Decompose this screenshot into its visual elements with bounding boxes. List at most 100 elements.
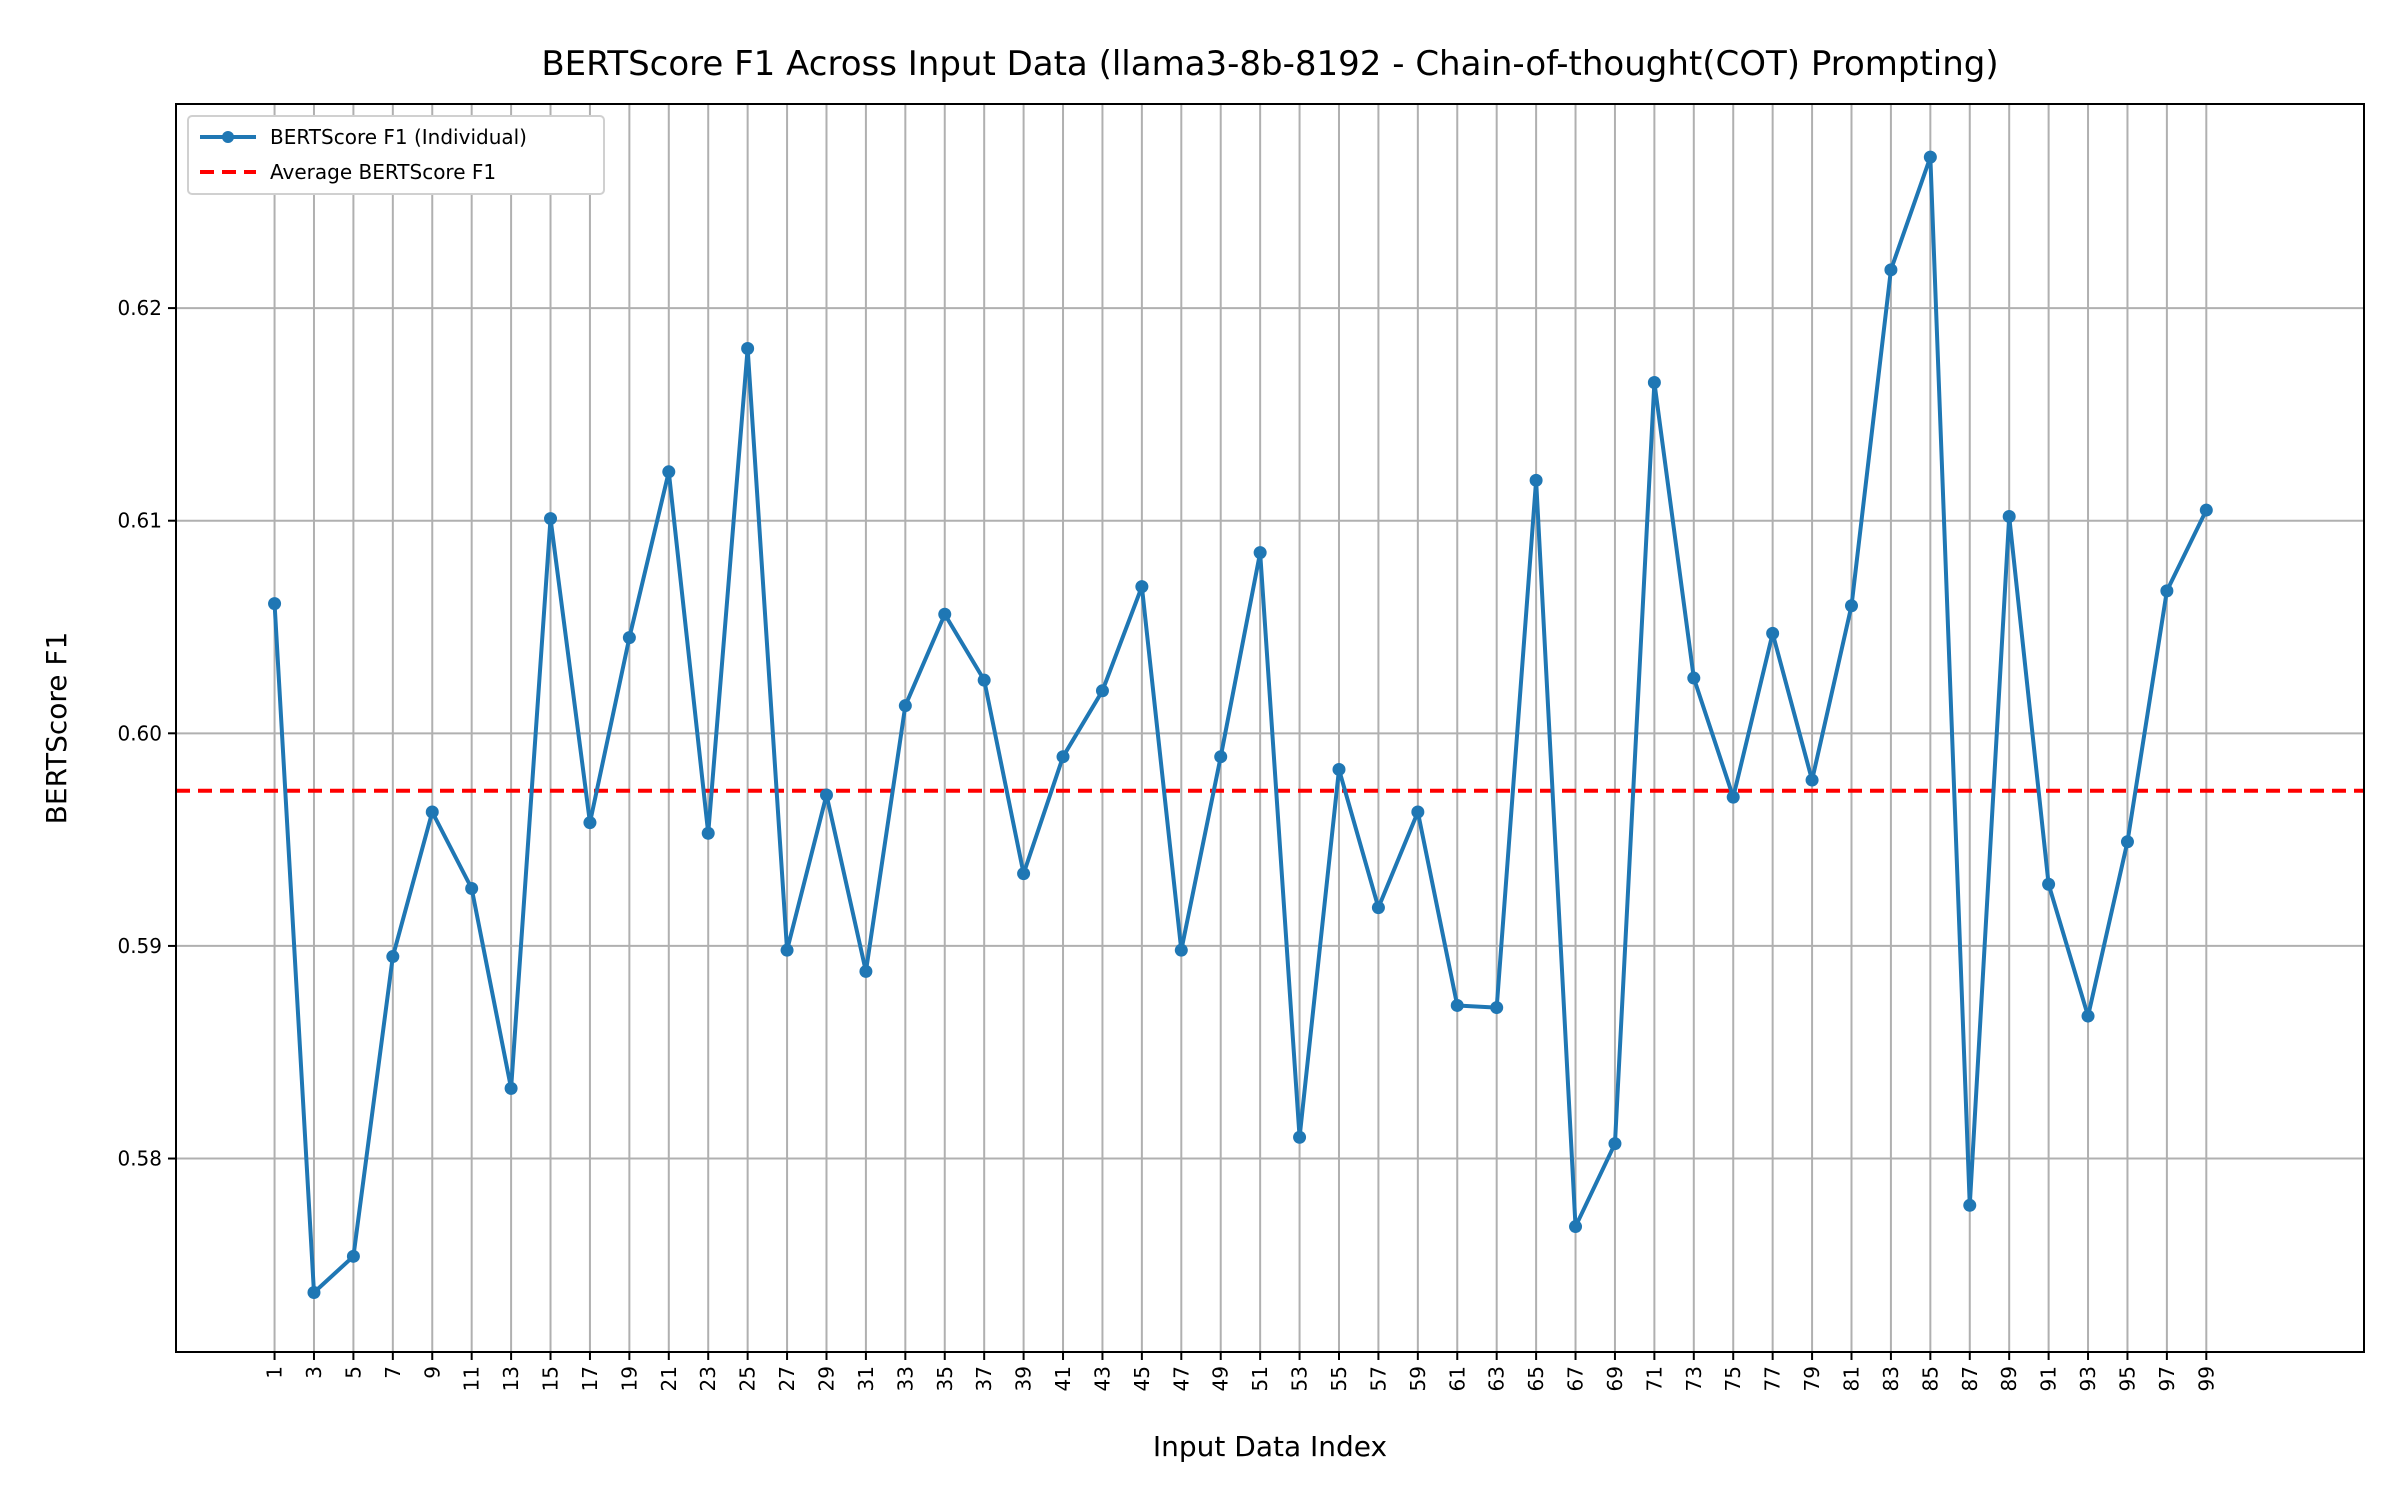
x-tick-label: 91 [2037, 1366, 2061, 1391]
x-tick-label: 95 [2115, 1366, 2139, 1391]
x-tick-label: 55 [1327, 1366, 1351, 1391]
x-tick-label: 57 [1366, 1366, 1390, 1391]
x-tick-label: 39 [1012, 1366, 1036, 1391]
data-point [1569, 1220, 1583, 1234]
x-tick-label: 15 [539, 1366, 563, 1391]
data-point [583, 816, 597, 830]
x-tick-label: 27 [775, 1366, 799, 1391]
data-point [544, 512, 558, 526]
legend: BERTScore F1 (Individual) Average BERTSc… [187, 115, 605, 195]
x-tick-label: 85 [1918, 1366, 1942, 1391]
x-tick-label: 5 [341, 1366, 365, 1379]
data-point [1647, 376, 1661, 390]
data-point [2081, 1009, 2095, 1023]
grid-lines [176, 104, 2364, 1352]
x-tick-label: 53 [1288, 1366, 1312, 1391]
x-tick-label: 9 [420, 1366, 444, 1379]
data-point [1411, 805, 1425, 819]
x-ticks: 1 3 5 7 9 11 13 15 17 19 21 23 25 27 29 31 33 35 37 39 41 43 4… [263, 1352, 2218, 1391]
x-tick-label: 13 [499, 1366, 523, 1391]
data-point [1687, 671, 1701, 685]
data-point [622, 631, 636, 645]
data-point [1608, 1137, 1622, 1151]
x-tick-label: 45 [1130, 1366, 1154, 1391]
x-tick-label: 19 [617, 1366, 641, 1391]
data-point [1805, 773, 1819, 787]
x-tick-label: 83 [1879, 1366, 1903, 1391]
data-point [2160, 584, 2174, 598]
data-point [1726, 790, 1740, 804]
x-tick-label: 43 [1090, 1366, 1114, 1391]
y-tick-label: 0.61 [117, 509, 162, 533]
data-point [1174, 943, 1188, 957]
x-tick-label: 33 [893, 1366, 917, 1391]
y-tick-label: 0.60 [117, 721, 162, 745]
x-tick-label: 37 [972, 1366, 996, 1391]
x-tick-label: 17 [578, 1366, 602, 1391]
x-tick-label: 99 [2194, 1366, 2218, 1391]
data-point [386, 950, 400, 964]
x-axis-label: Input Data Index [1153, 1430, 1387, 1463]
x-tick-label: 71 [1642, 1366, 1666, 1391]
x-tick-label: 67 [1564, 1366, 1588, 1391]
data-point [859, 964, 873, 978]
data-point [2002, 509, 2016, 523]
y-tick-label: 0.58 [117, 1147, 162, 1171]
legend-box [187, 115, 605, 195]
plot-area-frame [175, 103, 2365, 1353]
x-tick-label: 89 [1997, 1366, 2021, 1391]
x-tick-label: 81 [1839, 1366, 1863, 1391]
data-point [780, 943, 794, 957]
y-tick-label: 0.62 [117, 296, 162, 320]
data-point [1923, 150, 1937, 164]
data-point [1253, 546, 1267, 560]
data-point [1371, 901, 1385, 915]
data-point [504, 1081, 518, 1095]
y-axis-label: BERTScore F1 [40, 632, 73, 825]
data-point [2042, 877, 2056, 891]
data-point [741, 341, 755, 355]
x-tick-label: 73 [1682, 1366, 1706, 1391]
data-point [1529, 473, 1543, 487]
data-point [307, 1285, 321, 1299]
x-tick-label: 93 [2076, 1366, 2100, 1391]
x-tick-label: 65 [1524, 1366, 1548, 1391]
y-ticks: 0.58 0.59 0.60 0.61 0.62 [117, 296, 176, 1171]
x-tick-label: 21 [657, 1366, 681, 1391]
series-line-individual [272, 155, 2209, 1295]
x-tick-label: 47 [1169, 1366, 1193, 1391]
x-tick-label: 87 [1958, 1366, 1982, 1391]
x-tick-label: 63 [1485, 1366, 1509, 1391]
data-point [268, 597, 282, 611]
data-point [1056, 750, 1070, 764]
data-point [465, 882, 479, 896]
x-tick-label: 23 [696, 1366, 720, 1391]
x-tick-label: 49 [1209, 1366, 1233, 1391]
data-point [898, 699, 912, 713]
x-tick-label: 51 [1248, 1366, 1272, 1391]
data-point [1490, 1001, 1504, 1015]
data-point [1450, 998, 1464, 1012]
data-point [977, 673, 991, 687]
x-tick-label: 77 [1761, 1366, 1785, 1391]
x-tick-label: 31 [854, 1366, 878, 1391]
x-tick-label: 69 [1603, 1366, 1627, 1391]
x-tick-label: 79 [1800, 1366, 1824, 1391]
data-point [1332, 762, 1346, 776]
x-tick-label: 61 [1445, 1366, 1469, 1391]
data-point [819, 788, 833, 802]
data-point [346, 1249, 360, 1263]
legend-label-average: Average BERTScore F1 [270, 160, 496, 184]
data-point [1293, 1130, 1307, 1144]
x-tick-label: 59 [1406, 1366, 1430, 1391]
data-point [1963, 1198, 1977, 1212]
y-tick-label: 0.59 [117, 934, 162, 958]
x-tick-label: 75 [1721, 1366, 1745, 1391]
x-tick-label: 1 [263, 1366, 287, 1379]
data-point [1844, 599, 1858, 613]
x-tick-label: 25 [736, 1366, 760, 1391]
data-point [1017, 867, 1031, 881]
data-point [1095, 684, 1109, 698]
data-point [425, 805, 439, 819]
